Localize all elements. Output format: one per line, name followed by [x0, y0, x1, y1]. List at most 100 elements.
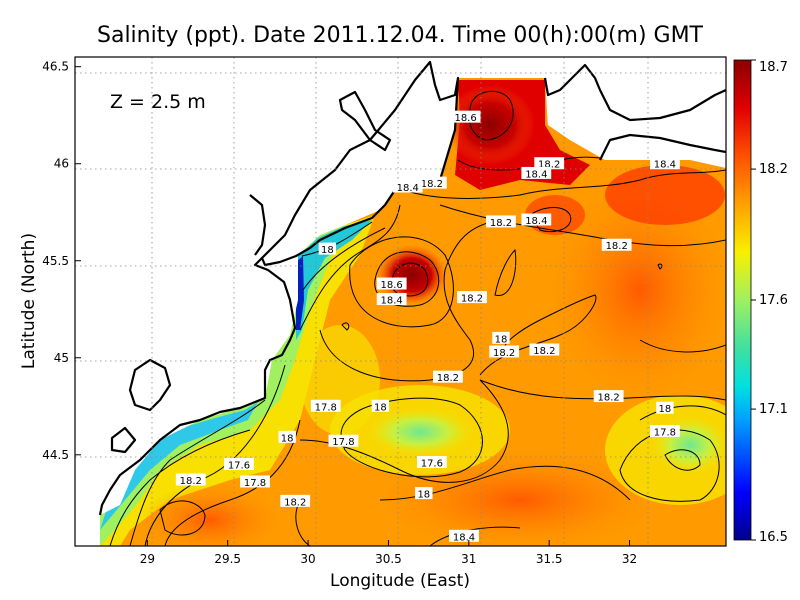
- contour-line: [391, 262, 429, 297]
- contour-label-text: 18.4: [525, 169, 547, 180]
- y-tick-label: 45: [54, 351, 69, 365]
- coastline-northeast-inlet: [543, 63, 726, 122]
- contour-label: 18.2: [457, 291, 487, 305]
- land-mass: [75, 57, 458, 546]
- contour-line: [494, 248, 517, 296]
- coastline-lagoon-small: [110, 426, 137, 454]
- contour-label-box: [486, 215, 516, 228]
- contour-label: 18.2: [593, 390, 624, 404]
- contour-label: 18.6: [376, 277, 407, 291]
- contour-label-text: 17.8: [654, 428, 676, 439]
- contour-label: 18: [656, 401, 674, 415]
- y-axis-ticks: 44.5 45 45.5 46 46.5: [42, 60, 81, 462]
- x-axis-ticks: 29 29.5 30 30.5 31 31.5 32: [140, 540, 637, 566]
- x-tick-label: 30.5: [375, 552, 402, 566]
- coastline: [98, 60, 726, 516]
- y-tick-label: 44.5: [42, 448, 69, 462]
- coastline-tendra-spit: [338, 90, 392, 152]
- contour-label-box: [175, 473, 206, 486]
- contour-line: [159, 500, 206, 536]
- contour-label-box: [529, 343, 560, 356]
- coastline-ukraine: [260, 60, 460, 267]
- plot-frame: [74, 56, 727, 547]
- contour-label-box: [492, 331, 510, 344]
- x-tick-label: 31.5: [536, 552, 563, 566]
- contour-label: 18.4: [376, 293, 407, 307]
- sea-field-yellow-west: [300, 325, 380, 435]
- contour-label: 18: [492, 331, 510, 345]
- contour-label-text: 17.8: [332, 437, 354, 448]
- land-mass-northeast: [545, 57, 726, 162]
- y-tick-label: 46: [54, 157, 69, 171]
- contour-label-box: [521, 213, 552, 226]
- contour-label-text: 18.4: [453, 532, 475, 543]
- contour-label: 17.8: [328, 434, 359, 448]
- contour-label: 17.6: [416, 456, 447, 470]
- contour-label: 18.2: [416, 176, 447, 190]
- sea-field-shelf-blue: [100, 402, 258, 530]
- contour-label: 17.8: [240, 475, 270, 489]
- contour-line: [639, 339, 726, 353]
- colorbar-tick-label: 18.2: [759, 162, 788, 177]
- contour-label-text: 17.6: [421, 459, 443, 470]
- contour-label-box: [318, 242, 337, 255]
- contour-label-text: 18.2: [461, 294, 483, 305]
- coastline-lagoon-razelm: [128, 358, 172, 412]
- depth-annotation: Z = 2.5 m: [110, 91, 206, 113]
- contour-labels: 18.618.218.418.218.418.418.2 18.418.21818…: [175, 110, 680, 543]
- colorbar-tick-label: 17.1: [759, 402, 788, 417]
- sea-field-red-northeast: [605, 165, 725, 225]
- contour-label-box: [650, 157, 680, 170]
- contour-label: 18.2: [529, 343, 560, 357]
- colorbar-tick-label: 16.5: [759, 530, 788, 545]
- contour-label-text: 18.2: [490, 218, 512, 229]
- x-tick-label: 29: [140, 552, 155, 566]
- contour-line: [479, 294, 597, 376]
- contour-label-text: 18.4: [397, 183, 419, 194]
- y-tick-label: 45.5: [42, 254, 69, 268]
- contour-line: [129, 399, 266, 546]
- contour-line: [301, 221, 373, 257]
- coastline-danube-delta: [98, 257, 297, 516]
- contour-line: [299, 204, 401, 331]
- contour-label-box: [376, 277, 407, 290]
- contour-line: [302, 227, 386, 291]
- contour-label-text: 18.6: [454, 113, 476, 124]
- contour-label-text: 18.2: [538, 160, 560, 171]
- contour-label: 18.4: [521, 213, 552, 227]
- contour-label-box: [415, 487, 433, 500]
- contour-label: 18.2: [486, 215, 516, 229]
- x-tick-label: 30: [300, 552, 315, 566]
- contour-line: [109, 429, 251, 546]
- coastline-dniester: [249, 194, 267, 256]
- contour-label-box: [433, 370, 463, 383]
- colorbar-tick-label: 17.6: [759, 293, 788, 308]
- y-axis-label: Latitude (North): [19, 233, 39, 369]
- contour-label: 18.2: [175, 473, 206, 487]
- y-tick-label: 46.5: [42, 60, 69, 74]
- contour-label-text: 18.2: [180, 476, 202, 487]
- contour-label: 18.2: [433, 370, 463, 384]
- contour-line: [409, 169, 726, 199]
- contour-label-box: [457, 291, 487, 304]
- contour-label-text: 18.4: [654, 160, 676, 171]
- salinity-field: Z = 2.5 m 18.618.218.418.218.418.418.2 18…: [75, 57, 726, 546]
- contour-label-text: 18: [659, 404, 672, 415]
- contour-label-box: [489, 345, 520, 358]
- contour-label-text: 18.2: [533, 346, 555, 357]
- contour-line: [349, 236, 454, 328]
- contour-label-box: [310, 399, 341, 412]
- contour-label-text: 18: [495, 334, 508, 345]
- x-axis-label: Longitude (East): [330, 571, 470, 591]
- contour-label-text: 18: [321, 245, 334, 256]
- contour-label: 18.2: [534, 157, 565, 171]
- contour-label-box: [534, 157, 565, 170]
- sea-field-danube-plume: [296, 220, 372, 340]
- contour-label-box: [416, 456, 447, 469]
- contour-label-text: 18.2: [421, 179, 443, 190]
- sea-field-orange-east: [550, 180, 726, 400]
- contour-label-text: 17.8: [244, 478, 266, 489]
- sea-field-darkred-north: [445, 85, 535, 165]
- contour-label: 18: [278, 430, 296, 444]
- contour-label-box: [376, 293, 407, 306]
